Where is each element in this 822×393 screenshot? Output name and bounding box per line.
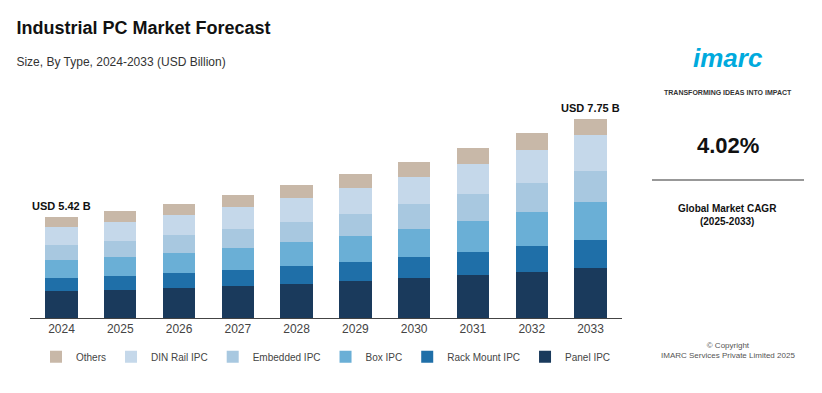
svg-text:2030: 2030 <box>401 322 428 336</box>
svg-text:imarc: imarc <box>693 43 763 73</box>
svg-text:2026: 2026 <box>166 322 193 336</box>
svg-text:2032: 2032 <box>518 322 545 336</box>
svg-text:Others: Others <box>76 352 106 363</box>
svg-text:4.02%: 4.02% <box>697 133 759 158</box>
svg-text:© CopyrightIMARC Services Priv: © CopyrightIMARC Services Private Limite… <box>661 341 795 360</box>
svg-text:2033: 2033 <box>577 322 604 336</box>
svg-text:Industrial PC Market Forecast: Industrial PC Market Forecast <box>16 18 270 38</box>
svg-text:Size, By Type, 2024-2033 (USD: Size, By Type, 2024-2033 (USD Billion) <box>16 55 225 69</box>
svg-text:2027: 2027 <box>224 322 251 336</box>
svg-text:Rack Mount IPC: Rack Mount IPC <box>447 352 520 363</box>
svg-text:USD 5.42 B: USD 5.42 B <box>32 200 91 212</box>
svg-text:Box IPC: Box IPC <box>366 352 403 363</box>
svg-text:2025: 2025 <box>107 322 134 336</box>
svg-text:2029: 2029 <box>342 322 369 336</box>
svg-text:2028: 2028 <box>283 322 310 336</box>
svg-text:2024: 2024 <box>48 322 75 336</box>
svg-text:Embedded IPC: Embedded IPC <box>253 352 321 363</box>
svg-text:USD 7.75 B: USD 7.75 B <box>561 102 620 114</box>
svg-text:TRANSFORMING IDEAS INTO IMPACT: TRANSFORMING IDEAS INTO IMPACT <box>664 89 792 96</box>
svg-text:Panel IPC: Panel IPC <box>565 352 610 363</box>
svg-text:DIN Rail IPC: DIN Rail IPC <box>151 352 208 363</box>
svg-text:2031: 2031 <box>460 322 487 336</box>
svg-text:Global Market CAGR(2025-2033): Global Market CAGR(2025-2033) <box>678 203 777 227</box>
